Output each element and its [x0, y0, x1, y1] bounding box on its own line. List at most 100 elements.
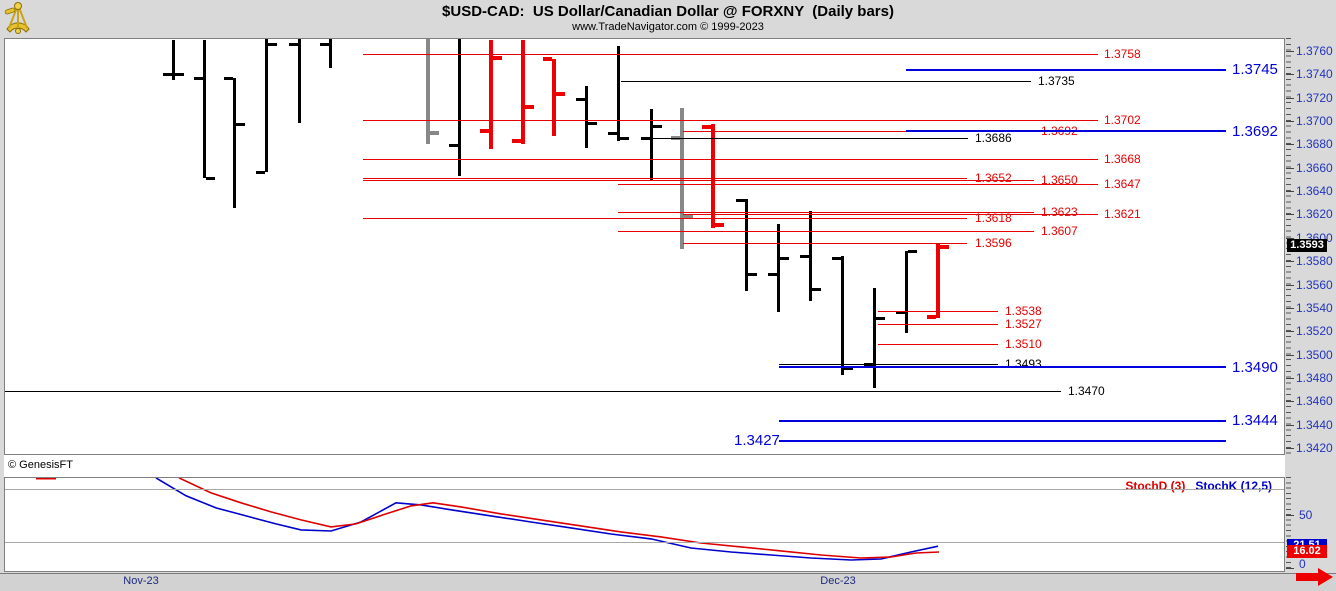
price-level-line [363, 178, 967, 180]
ohlc-close-tick [684, 214, 693, 219]
stochastic-line [155, 478, 939, 561]
ohlc-open-tick [736, 199, 745, 203]
ohlc-close-tick [556, 92, 565, 97]
price-level-label: 1.3444 [1232, 412, 1278, 430]
stochastic-line [178, 478, 940, 559]
ohlc-bar [233, 77, 236, 209]
price-axis-label: 1.3520 [1296, 324, 1333, 339]
price-axis-major-tick [1286, 191, 1294, 193]
ohlc-close-tick [812, 288, 821, 292]
price-axis-label: 1.3660 [1296, 160, 1333, 175]
ohlc-close-tick [236, 123, 245, 127]
ohlc-bar [873, 287, 876, 389]
ohlc-close-tick [525, 104, 534, 109]
price-axis-major-tick [1286, 307, 1294, 309]
stoch-axis-tick [1286, 514, 1294, 516]
ohlc-close-tick [268, 42, 277, 46]
ohlc-close-tick [620, 137, 629, 141]
ohlc-open-tick [224, 76, 233, 80]
price-axis-label: 1.3500 [1296, 347, 1333, 362]
stochastic-gridline [5, 489, 1284, 491]
price-axis-major-tick [1286, 97, 1294, 99]
ohlc-bar [809, 210, 812, 301]
price-level-line [621, 81, 1031, 83]
price-level-label: 1.3647 [1104, 176, 1141, 191]
price-level-label: 1.3692 [1232, 122, 1278, 140]
current-price-badge: 1.3593 [1287, 238, 1327, 252]
stochastic-curves [36, 478, 940, 561]
stochastic-legend-item: StochK (12,5) [1185, 479, 1272, 493]
ohlc-bar [745, 199, 748, 292]
price-axis-label: 1.3620 [1296, 207, 1333, 222]
price-axis-label: 1.3420 [1296, 441, 1333, 455]
chart-title: $USD-CAD: US Dollar/Canadian Dollar @ FO… [442, 3, 894, 20]
price-axis-label: 1.3740 [1296, 67, 1333, 82]
price-level-label: 1.3668 [1104, 152, 1141, 167]
price-axis-label: 1.3540 [1296, 300, 1333, 315]
stoch-axis-minor-ticks [1286, 477, 1291, 572]
price-axis-major-tick [1286, 424, 1294, 426]
chart-subtitle: www.TradeNavigator.com © 1999-2023 [572, 21, 764, 33]
time-axis-label: Nov-23 [123, 575, 159, 587]
ohlc-bar [265, 39, 268, 173]
ohlc-close-tick [588, 122, 597, 126]
price-level-line [363, 159, 1098, 161]
ohlc-bar [489, 40, 493, 149]
ohlc-bar [172, 40, 175, 80]
price-level-label: 1.3427 [734, 432, 780, 450]
time-axis-label: Dec-23 [820, 575, 856, 587]
price-axis-major-tick [1286, 284, 1294, 286]
ohlc-bar [329, 39, 332, 69]
ohlc-open-tick [896, 311, 905, 315]
price-level-line [651, 138, 968, 140]
price-level-label: 1.3735 [1038, 74, 1075, 89]
price-levels-layer: 1.37581.37451.37351.37021.36921.36921.36… [5, 39, 1284, 454]
trade-navigator-logo-icon [4, 2, 30, 34]
ohlc-close-tick [844, 367, 853, 371]
genesisft-watermark: © GenesisFT [8, 459, 73, 471]
ohlc-open-tick [576, 97, 585, 101]
ohlc-open-tick [320, 42, 329, 46]
ohlc-open-tick [449, 144, 458, 148]
price-chart-panel[interactable]: 1.37581.37451.37351.37021.36921.36921.36… [4, 38, 1285, 455]
ohlc-bar [298, 39, 301, 124]
price-level-label: 1.3596 [975, 236, 1012, 251]
price-axis-label: 1.3640 [1296, 184, 1333, 199]
ohlc-bar [203, 40, 206, 179]
price-level-line [363, 119, 1098, 121]
price-axis-major-tick [1286, 51, 1294, 52]
ohlc-bar [617, 46, 620, 141]
genesis-strip: © GenesisFT [4, 456, 1285, 476]
price-level-line [363, 180, 1034, 182]
price-level-label: 1.3623 [1041, 204, 1078, 219]
ohlc-open-tick [194, 76, 203, 80]
price-level-label: 1.3702 [1104, 112, 1141, 127]
price-axis-label: 1.3700 [1296, 114, 1333, 129]
price-axis-major-tick [1286, 121, 1294, 123]
price-axis-label: 1.3560 [1296, 277, 1333, 292]
price-level-label: 1.3621 [1104, 207, 1141, 222]
price-axis-label: 1.3480 [1296, 370, 1333, 385]
price-level-line [906, 68, 1226, 71]
price-level-line [878, 311, 998, 313]
stochastic-panel[interactable]: StochD (3) StochK (12,5) [4, 477, 1285, 572]
price-level-line [683, 131, 1034, 133]
ohlc-open-tick [543, 57, 552, 61]
scroll-right-arrow[interactable] [1294, 568, 1334, 586]
ohlc-open-tick [927, 315, 936, 320]
ohlc-close-tick [493, 55, 502, 60]
ohlc-open-tick [289, 42, 298, 46]
price-level-label: 1.3470 [1068, 383, 1105, 398]
price-level-line [779, 439, 1226, 442]
ohlc-bar [552, 59, 556, 137]
ohlc-bar [711, 124, 715, 229]
stoch-axis-tick [1286, 568, 1294, 569]
ohlc-bar [458, 39, 461, 176]
price-level-label: 1.3686 [975, 131, 1012, 146]
price-axis-major-tick [1286, 167, 1294, 169]
price-axis-major-tick [1286, 144, 1294, 146]
ohlc-bar [426, 39, 430, 145]
ohlc-open-tick [512, 138, 521, 143]
stochastic-legend-item: StochD (3) [1125, 479, 1186, 493]
price-level-line [779, 366, 1226, 369]
